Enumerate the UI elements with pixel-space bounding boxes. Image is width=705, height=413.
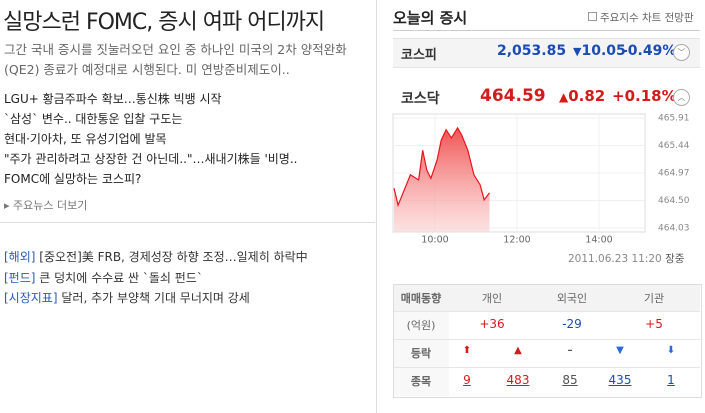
sub-news-text[interactable]: 달러, 추가 부양책 기대 무너지며 강세 xyxy=(61,291,250,305)
sub-news-tag[interactable]: [해외] xyxy=(4,250,36,264)
news-item[interactable]: LGU+ 황금주파수 확보…통신株 빅뱅 시작 xyxy=(4,92,222,106)
y-tick-label: 465.44 xyxy=(658,141,690,151)
stock-count[interactable]: 483 xyxy=(506,373,530,387)
news-item[interactable]: 현대·기아차, 또 유성기업에 발목 xyxy=(4,132,167,146)
line xyxy=(393,126,490,208)
x-tick-label: 10:00 xyxy=(421,235,448,246)
y-tick-label: 464.50 xyxy=(658,196,690,206)
x-tick-label: 12:00 xyxy=(503,235,530,246)
movement-icon: ⬇ xyxy=(666,345,676,356)
kosdaq-name: 코스닥 xyxy=(401,91,440,107)
y-tick-label: 464.03 xyxy=(658,224,690,234)
row-line xyxy=(394,311,700,312)
kosdaq-change-text: 0.82 xyxy=(568,87,606,105)
news-item[interactable]: FOMC에 실망하는 코스피? xyxy=(4,172,142,186)
y-tick-label: 465.91 xyxy=(658,114,690,124)
expand-button[interactable]: ﹀ xyxy=(673,44,690,61)
sub-news-item[interactable]: [시장지표] 달러, 추가 부양책 기대 무너지며 강세 xyxy=(4,289,250,306)
sub-news-text[interactable]: 큰 덩치에 수수료 싼 `돌쇠 펀드` xyxy=(39,270,203,285)
more-news[interactable]: ▸ 주요뉴스 더보기 xyxy=(4,199,88,212)
sub-news-item[interactable]: [펀드] 큰 덩치에 수수료 싼 `돌쇠 펀드` xyxy=(4,269,203,286)
kospi-change: ▼10.05 xyxy=(573,43,626,59)
x-tick-label: 14:00 xyxy=(585,235,612,246)
row-line xyxy=(394,339,700,340)
separator xyxy=(0,222,375,223)
kospi-value: 2,053.85 xyxy=(497,43,567,59)
kosdaq-chart: 465.91 465.44 464.97 464.50 464.03 10:00 12:00… xyxy=(392,113,690,246)
movement-icon: – xyxy=(567,345,573,356)
row-label: 등락 xyxy=(410,347,432,360)
divider xyxy=(376,0,377,413)
chart-link-text[interactable]: 주요지수 차트 전망판 xyxy=(600,12,694,24)
row-line xyxy=(394,367,700,368)
header-label: 매매동향 xyxy=(400,292,442,305)
timestamp: 2011.06.23 11:20 장중 xyxy=(568,251,684,266)
kospi-row[interactable] xyxy=(393,38,700,68)
table-header xyxy=(394,285,700,311)
kosdaq-change: ▲0.82 xyxy=(559,87,606,105)
headline-summary[interactable]: 그간 국내 증시를 짓눌러오던 요인 중 하나인 미국의 2차 양적완화(QE2… xyxy=(4,42,347,77)
sub-news-item[interactable]: [해외] [중오전]美 FRB, 경제성장 하향 조정…일제히 하락中 xyxy=(4,248,308,265)
kosdaq-value: 464.59 xyxy=(480,86,546,106)
news-item[interactable]: "주가 관리하려고 상장한 건 아닌데.."…새내기株들 '비명.. xyxy=(4,152,298,166)
stock-count[interactable]: 85 xyxy=(562,373,578,387)
chart-link[interactable]: 주요지수 차트 전망판 xyxy=(588,10,694,25)
rule xyxy=(393,30,700,31)
headline-title[interactable]: 실망스런 FOMC, 증시 여파 어디까지 xyxy=(3,10,325,35)
kosdaq-percent: +0.18% xyxy=(612,87,677,105)
collapse-button[interactable]: ︿ xyxy=(673,89,690,106)
amount: +36 xyxy=(479,317,505,331)
trading-table xyxy=(393,284,702,398)
header: 기관 xyxy=(643,292,665,305)
area xyxy=(394,127,490,232)
sub-news-tag[interactable]: [시장지표] xyxy=(4,291,58,305)
stock-count[interactable]: 9 xyxy=(463,373,471,387)
status: 장중 xyxy=(665,253,685,265)
row-label: (억원) xyxy=(406,319,436,332)
news-item[interactable]: `삼성` 변수.. 대한통운 입찰 구도는 xyxy=(4,112,183,126)
stock-count[interactable]: 435 xyxy=(608,373,632,387)
header: 외국인 xyxy=(556,292,588,305)
amount: +5 xyxy=(645,317,663,331)
row-label: 종목 xyxy=(410,375,432,388)
timestamp-text: 2011.06.23 11:20 xyxy=(568,253,662,265)
label-column xyxy=(394,311,449,396)
movement-icon: ▲ xyxy=(514,345,522,356)
stock-count[interactable]: 1 xyxy=(667,373,675,387)
y-tick-label: 464.97 xyxy=(658,169,690,179)
kospi-percent: -0.49% xyxy=(622,43,677,59)
market-title: 오늘의 증시 xyxy=(393,9,468,27)
amount: -29 xyxy=(562,317,582,331)
header: 개인 xyxy=(481,292,503,305)
kospi-change-text: 10.05 xyxy=(581,43,626,59)
sub-news-text[interactable]: [중오전]美 FRB, 경제성장 하향 조정…일제히 하락中 xyxy=(39,250,308,264)
more-news-text[interactable]: 주요뉴스 더보기 xyxy=(13,199,88,212)
movement-icon: ▼ xyxy=(616,345,624,356)
movement-icon: ⬆ xyxy=(462,345,472,356)
sub-news-tag[interactable]: [펀드] xyxy=(4,270,36,285)
kospi-name: 코스피 xyxy=(401,48,437,63)
